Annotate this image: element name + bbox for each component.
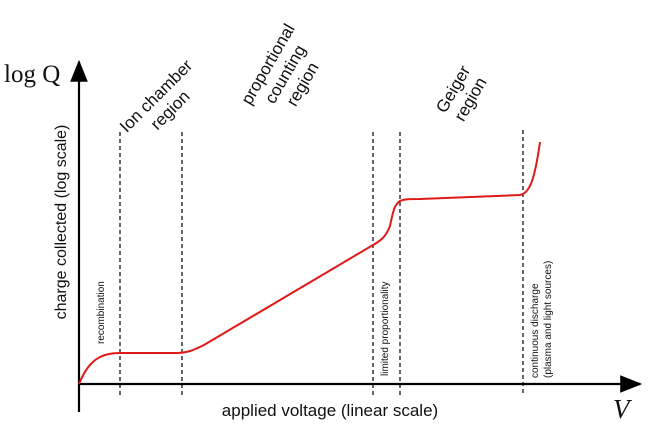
label-ion-chamber-region: Ion chamber region bbox=[116, 56, 196, 136]
label-proportional-region: proportional counting region bbox=[237, 21, 322, 110]
x-axis-symbol: V bbox=[613, 394, 633, 424]
annotation-plasma-light: (plasma and light sources) bbox=[543, 261, 554, 378]
annotation-recombination: recombination bbox=[96, 281, 107, 344]
annotation-limited-proportionality: limited proportionality bbox=[380, 282, 391, 377]
annotation-continuous-discharge: continuous discharge bbox=[530, 283, 541, 378]
y-axis-label: charge collected (log scale) bbox=[53, 125, 70, 320]
x-axis-label: applied voltage (linear scale) bbox=[222, 401, 438, 420]
label-geiger-region: Geiger region bbox=[432, 62, 490, 124]
charge-curve bbox=[78, 141, 541, 385]
y-axis-symbol: log Q bbox=[4, 61, 60, 88]
